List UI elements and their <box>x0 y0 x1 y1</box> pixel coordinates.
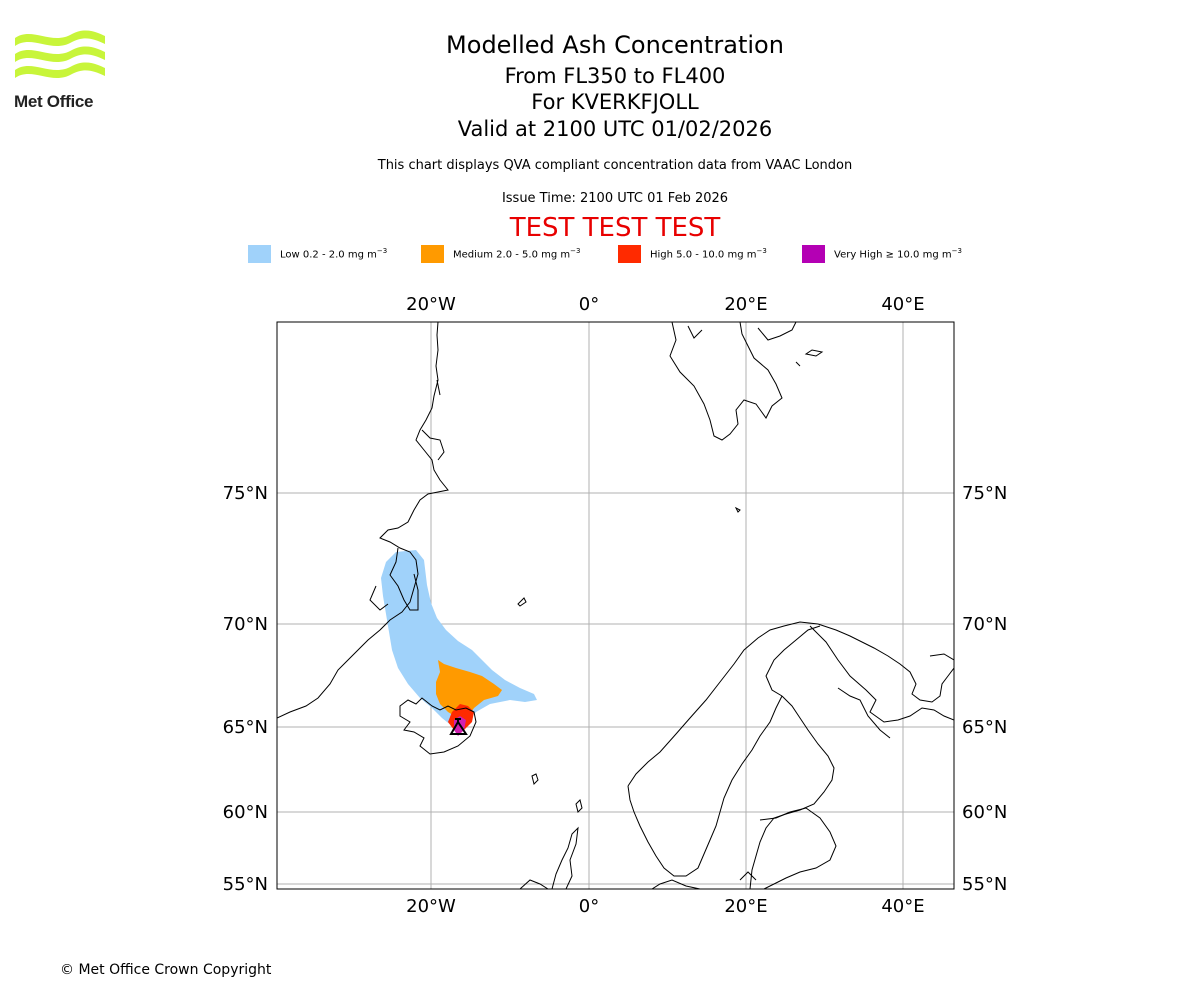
legend-unit-very-high: −3 <box>951 247 962 256</box>
flight-level-range: From FL350 to FL400 <box>504 64 726 88</box>
valid-time: Valid at 2100 UTC 01/02/2026 <box>457 117 773 141</box>
lon-label-bottom-0: 0° <box>579 896 599 917</box>
logo-text: Met Office <box>14 92 94 111</box>
lat-label-right-65n: 65°N <box>962 717 1007 738</box>
legend-label-high: High 5.0 - 10.0 mg m <box>650 249 757 261</box>
legend-item-low: Low 0.2 - 2.0 mg m−3 <box>248 244 387 264</box>
ash-medium-region <box>436 660 502 718</box>
lon-label-bottom-40e: 40°E <box>881 896 924 917</box>
legend-item-medium: Medium 2.0 - 5.0 mg m−3 <box>421 244 580 264</box>
lat-label-left-60n: 60°N <box>223 802 268 823</box>
lat-label-left-55n: 55°N <box>223 874 268 895</box>
lat-label-right-55n: 55°N <box>962 874 1007 895</box>
test-banner: TEST TEST TEST <box>509 213 721 243</box>
lat-label-left-75n: 75°N <box>223 483 268 504</box>
legend-unit-medium: −3 <box>570 247 581 256</box>
legend-swatch-low <box>248 245 271 263</box>
legend-label-very-high: Very High ≥ 10.0 mg m <box>834 249 952 261</box>
lon-label-top-20e: 20°E <box>724 294 767 315</box>
lon-label-bottom-20w: 20°W <box>406 896 456 917</box>
lat-label-right-60n: 60°N <box>962 802 1007 823</box>
lat-label-left-65n: 65°N <box>223 717 268 738</box>
legend-swatch-medium <box>421 245 444 263</box>
concentration-legend: Low 0.2 - 2.0 mg m−3 Medium 2.0 - 5.0 mg… <box>0 244 1200 264</box>
legend-label-low: Low 0.2 - 2.0 mg m <box>280 249 377 261</box>
volcano-marker <box>449 718 468 735</box>
lon-label-top-40e: 40°E <box>881 294 924 315</box>
chart-description: This chart displays QVA compliant concen… <box>377 158 853 173</box>
lat-label-right-70n: 70°N <box>962 614 1007 635</box>
legend-label-medium: Medium 2.0 - 5.0 mg m <box>453 249 571 261</box>
copyright-notice: © Met Office Crown Copyright <box>60 962 272 978</box>
issue-time: Issue Time: 2100 UTC 01 Feb 2026 <box>501 191 729 206</box>
lat-label-right-75n: 75°N <box>962 483 1007 504</box>
legend-unit-high: −3 <box>756 247 767 256</box>
graticule <box>277 322 954 889</box>
lat-label-left-70n: 70°N <box>223 614 268 635</box>
met-office-logo <box>15 30 105 78</box>
legend-item-high: High 5.0 - 10.0 mg m−3 <box>618 244 767 264</box>
legend-swatch-high <box>618 245 641 263</box>
coastlines <box>277 322 954 889</box>
legend-item-very-high: Very High ≥ 10.0 mg m−3 <box>802 244 962 264</box>
lon-label-top-20w: 20°W <box>406 294 456 315</box>
lon-label-bottom-20e: 20°E <box>724 896 767 917</box>
lon-label-top-0: 0° <box>579 294 599 315</box>
map-frame <box>276 321 955 890</box>
chart-title: Modelled Ash Concentration <box>446 31 784 59</box>
ash-low-region <box>381 550 537 726</box>
legend-unit-low: −3 <box>376 247 388 256</box>
legend-swatch-very-high <box>802 245 825 263</box>
volcano-name: For KVERKFJOLL <box>531 90 699 114</box>
